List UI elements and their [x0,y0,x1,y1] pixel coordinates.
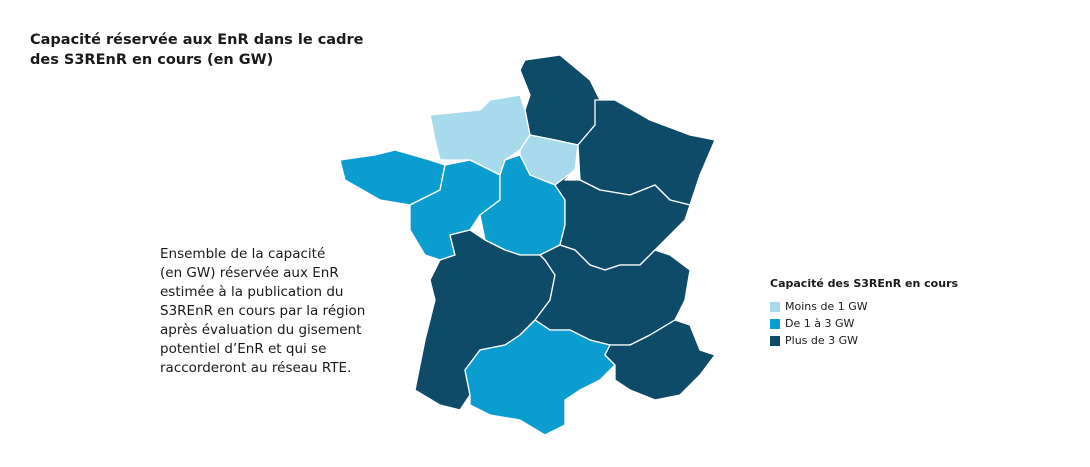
description-line: S3REnR en cours par la région [160,303,366,319]
region [604,319,716,401]
description-line: potentiel d’EnR et qui se [160,341,327,357]
legend: Capacité des S3REnR en cours Moins de 1 … [770,277,958,349]
legend-item: Plus de 3 GW [770,332,958,349]
legend-title: Capacité des S3REnR en cours [770,277,959,290]
description-line: raccorderont au réseau RTE. [160,360,352,376]
region [464,319,616,436]
description-line: Ensemble de la capacité [160,246,326,262]
region [519,54,601,146]
legend-label: De 1 à 3 GW [785,317,855,330]
description-line: (en GW) réservée aux EnR [160,265,339,281]
legend-swatch [770,335,780,346]
description-line: après évaluation du gisement [160,322,362,338]
description: Ensemble de la capacité (en GW) réservée … [160,245,400,378]
description-line: estimée à la publication du [160,284,344,300]
legend-label: Plus de 3 GW [785,334,859,347]
map-title: Capacité réservée aux EnR dans le cadre … [30,32,364,68]
legend-swatch [770,318,780,329]
legend-item: De 1 à 3 GW [770,315,958,332]
legend-item: Moins de 1 GW [770,298,958,315]
legend-swatch [770,301,780,312]
legend-label: Moins de 1 GW [785,300,868,313]
region [429,94,531,176]
